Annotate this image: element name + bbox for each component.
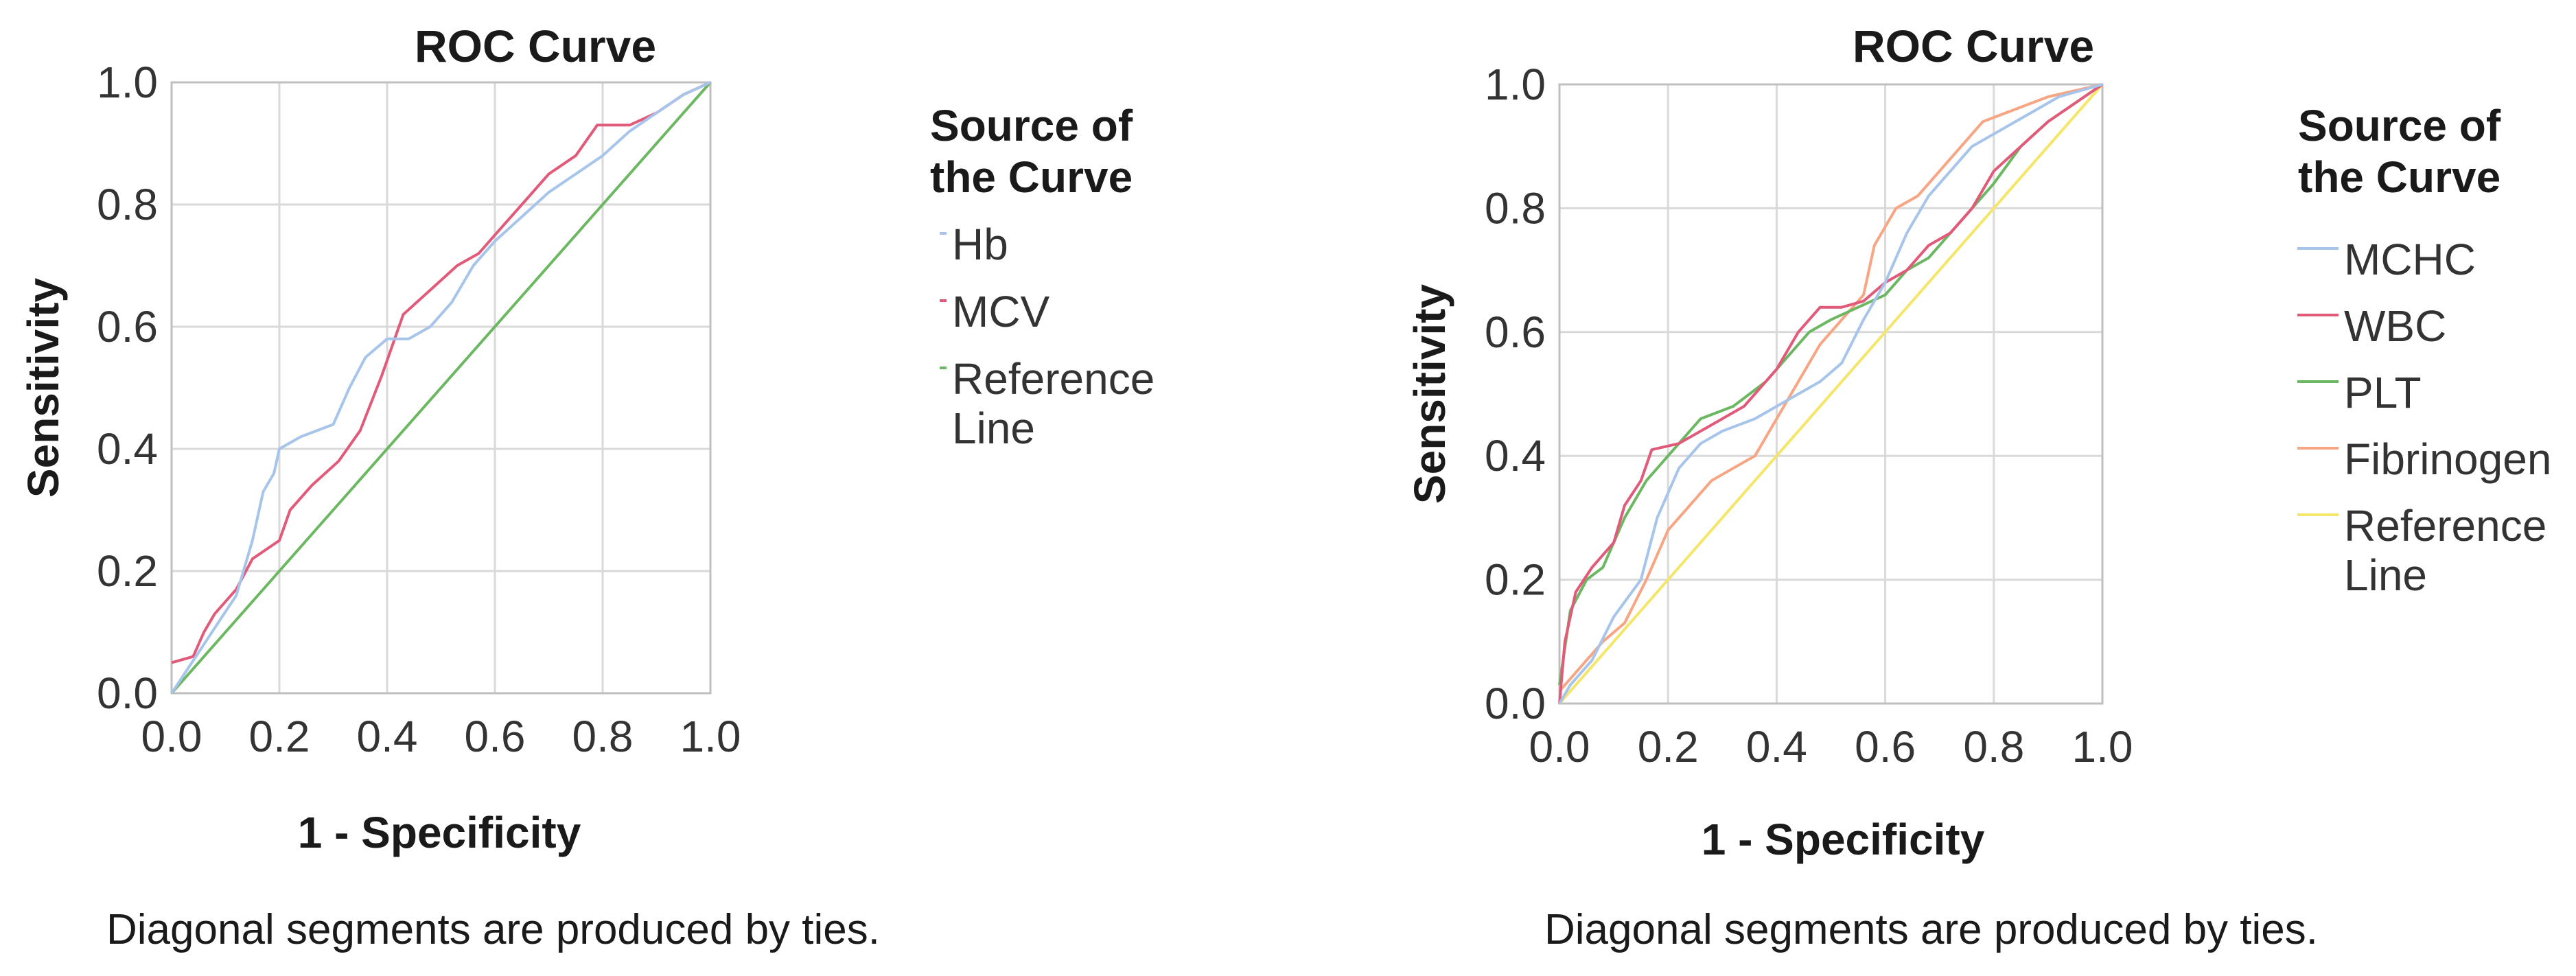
x-tick-label: 0.4 bbox=[1746, 722, 1807, 771]
legend-label: Reference bbox=[2344, 501, 2546, 550]
chart-title: ROC Curve bbox=[1853, 21, 2094, 71]
x-tick-label: 0.6 bbox=[1855, 722, 1916, 771]
roc-line-mcv bbox=[171, 81, 711, 664]
roc-line-reference-line bbox=[170, 81, 712, 695]
roc-line-reference-line bbox=[1558, 83, 2104, 705]
legend-title: Source of bbox=[930, 101, 1133, 150]
x-tick-label: 0.8 bbox=[572, 712, 634, 761]
x-tick-label: 0.4 bbox=[357, 712, 418, 761]
x-axis-title: 1 - Specificity bbox=[1702, 815, 1985, 864]
y-axis-title: Sensitivity bbox=[19, 278, 68, 498]
plot-frame bbox=[170, 81, 712, 695]
x-tick-label: 0.2 bbox=[249, 712, 310, 761]
y-tick-label: 1.0 bbox=[97, 58, 158, 107]
legend-title: the Curve bbox=[2298, 152, 2500, 202]
legend-label: Line bbox=[952, 404, 1035, 453]
legend-swatch bbox=[940, 299, 947, 302]
legend-swatch bbox=[2297, 447, 2339, 450]
y-axis-title: Sensitivity bbox=[1405, 284, 1454, 504]
y-tick-label: 0.0 bbox=[1485, 679, 1546, 728]
y-tick-label: 0.4 bbox=[97, 424, 158, 474]
legend-label: MCHC bbox=[2344, 235, 2476, 284]
roc-line-wbc bbox=[1558, 83, 2104, 704]
y-tick-label: 0.2 bbox=[97, 546, 158, 596]
legend-label: MCV bbox=[952, 287, 1050, 336]
chart-footnote: Diagonal segments are produced by ties. bbox=[1544, 906, 2318, 953]
x-tick-label: 0.6 bbox=[465, 712, 526, 761]
y-tick-label: 0.8 bbox=[97, 180, 158, 229]
legend-label: Fibrinogen bbox=[2344, 434, 2551, 484]
x-tick-label: 0.0 bbox=[1529, 722, 1590, 771]
legend-swatch bbox=[940, 232, 947, 235]
x-tick-label: 0.2 bbox=[1638, 722, 1699, 771]
y-tick-label: 0.8 bbox=[1485, 183, 1546, 233]
roc-chart-2: ROC Curve 0.00.0 0.2 0.2 0.4 0.4 0.6 0.6 0.8 0.8 1… bbox=[1405, 21, 2551, 953]
legend-title: Source of bbox=[2298, 101, 2501, 150]
legend-swatch bbox=[940, 367, 947, 369]
legend-label: Hb bbox=[952, 220, 1008, 269]
legend-label: WBC bbox=[2344, 301, 2446, 351]
legend-swatch bbox=[2297, 513, 2339, 516]
roc-chart-1: ROC Curve 0.00.0 0.2 0.2 0.4 0.4 0.6 0.6 0.8 0.8 1… bbox=[19, 21, 1154, 953]
y-tick-label: 0.4 bbox=[1485, 431, 1546, 480]
plot-frame bbox=[1558, 83, 2104, 705]
chart-title: ROC Curve bbox=[415, 21, 656, 71]
x-tick-label: 1.0 bbox=[680, 712, 741, 761]
y-tick-label: 0.0 bbox=[97, 669, 158, 718]
roc-line-fibrinogen bbox=[1558, 83, 2103, 693]
legend-title: the Curve bbox=[930, 152, 1133, 202]
legend-swatch bbox=[2297, 314, 2339, 316]
y-tick-label: 0.2 bbox=[1485, 555, 1546, 605]
y-tick-label: 0.6 bbox=[97, 302, 158, 351]
legend-label: Line bbox=[2344, 550, 2427, 600]
legend-swatch bbox=[2297, 247, 2339, 250]
y-tick-label: 0.6 bbox=[1485, 307, 1546, 357]
roc-line-plt bbox=[1558, 83, 2104, 686]
legend-swatch bbox=[2297, 380, 2339, 383]
y-tick-label: 1.0 bbox=[1485, 60, 1546, 109]
x-tick-label: 0.0 bbox=[141, 712, 202, 761]
roc-line-mchc bbox=[1558, 83, 2103, 705]
x-tick-label: 0.8 bbox=[1963, 722, 2024, 771]
x-axis-title: 1 - Specificity bbox=[298, 808, 581, 857]
legend-label: Reference bbox=[952, 354, 1154, 404]
roc-line-hb bbox=[170, 81, 711, 695]
chart-footnote: Diagonal segments are produced by ties. bbox=[106, 906, 880, 953]
legend-label: PLT bbox=[2344, 368, 2422, 417]
x-tick-label: 1.0 bbox=[2072, 722, 2133, 771]
